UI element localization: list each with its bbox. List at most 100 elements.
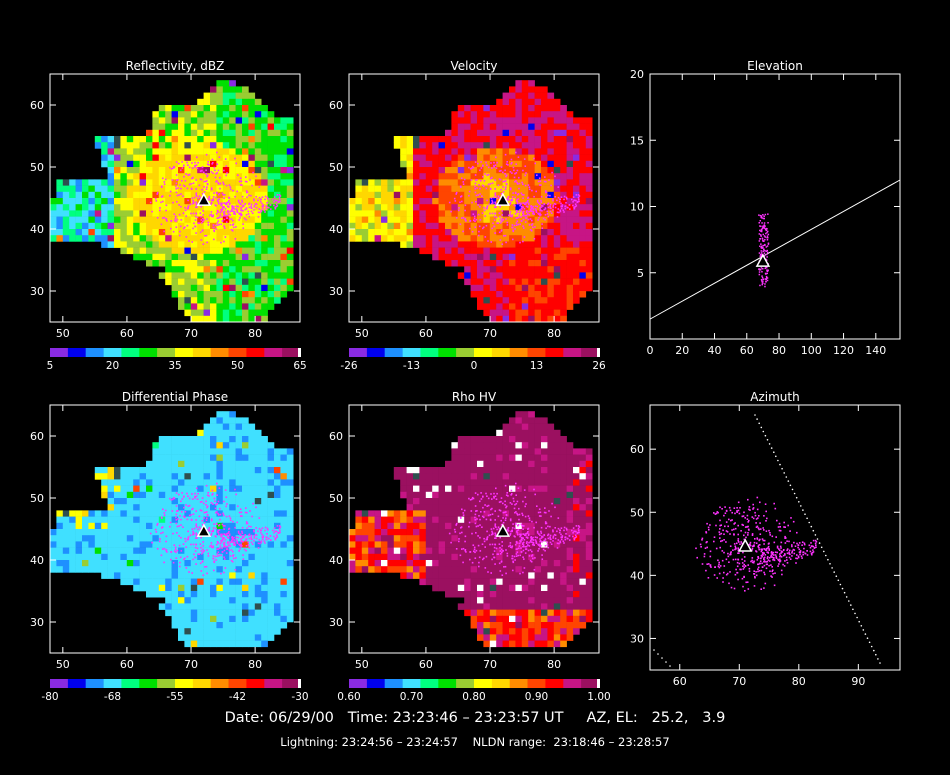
lightning-point xyxy=(180,500,182,503)
heatmap-cell xyxy=(267,597,275,604)
heatmap-cell xyxy=(152,216,160,224)
heatmap-cell xyxy=(425,241,433,248)
heatmap-cell xyxy=(528,142,535,149)
heatmap-cell xyxy=(254,229,262,236)
heatmap-cell xyxy=(152,160,160,168)
lightning-point xyxy=(247,544,250,546)
heatmap-cell xyxy=(521,160,529,168)
heatmap-cell xyxy=(374,216,382,224)
lightning-point xyxy=(764,285,766,288)
heatmap-cell xyxy=(254,185,262,193)
heatmap-cell xyxy=(203,222,211,230)
lightning-point xyxy=(171,510,174,512)
colorbar-swatch xyxy=(50,679,69,688)
heatmap-cell xyxy=(216,566,224,573)
heatmap-cell xyxy=(528,260,535,267)
heatmap-cell xyxy=(579,229,587,236)
heatmap-cell xyxy=(133,241,140,248)
heatmap-cell xyxy=(229,173,236,180)
lightning-point xyxy=(208,495,210,497)
heatmap-cell xyxy=(165,504,172,511)
lightning-point xyxy=(494,232,496,234)
heatmap-cell xyxy=(528,436,535,443)
heatmap-cell xyxy=(464,173,471,180)
heatmap-cell xyxy=(82,210,89,217)
lightning-point xyxy=(545,180,547,183)
heatmap-cell xyxy=(146,467,153,474)
heatmap-cell xyxy=(457,442,465,449)
heatmap-cell xyxy=(280,129,288,137)
heatmap-cell xyxy=(368,216,375,224)
heatmap-cell xyxy=(280,204,288,211)
heatmap-cell xyxy=(528,111,535,118)
lightning-point xyxy=(563,195,566,198)
heatmap-cell xyxy=(248,185,256,193)
heatmap-cell xyxy=(165,272,172,279)
lightning-point xyxy=(228,549,231,552)
heatmap-cell xyxy=(171,167,179,174)
heatmap-cell xyxy=(165,111,172,118)
heatmap-cell xyxy=(235,123,243,131)
heatmap-cell xyxy=(235,504,243,511)
heatmap-cell xyxy=(107,198,115,205)
heatmap-cell xyxy=(101,136,108,143)
heatmap-cell xyxy=(190,498,198,505)
heatmap-cell xyxy=(190,609,198,617)
heatmap-cell xyxy=(216,454,224,462)
heatmap-cell xyxy=(254,253,262,261)
lightning-point xyxy=(491,182,494,184)
heatmap-cell xyxy=(101,142,108,149)
lightning-point xyxy=(276,205,279,207)
heatmap-cell xyxy=(235,266,243,273)
heatmap-cell xyxy=(139,191,147,199)
heatmap-cell xyxy=(541,154,548,162)
heatmap-cell xyxy=(534,448,542,455)
heatmap-cell xyxy=(222,117,230,124)
lightning-point xyxy=(206,174,209,177)
lightning-point xyxy=(207,198,209,200)
heatmap-cell xyxy=(261,198,268,205)
lightning-point xyxy=(539,180,542,183)
heatmap-cell xyxy=(120,473,128,480)
lightning-point xyxy=(195,192,198,194)
heatmap-cell xyxy=(509,297,516,304)
lightning-point xyxy=(764,243,766,246)
heatmap-cell xyxy=(445,136,452,143)
lightning-point xyxy=(766,269,768,271)
lightning-point xyxy=(218,193,220,196)
colorbar-swatch xyxy=(210,348,229,357)
lightning-point xyxy=(532,208,535,210)
lightning-point xyxy=(766,276,768,279)
heatmap-cell xyxy=(534,191,542,199)
heatmap-cell xyxy=(203,241,211,248)
lightning-point xyxy=(276,530,278,533)
heatmap-cell xyxy=(419,154,427,162)
lightning-point xyxy=(215,527,217,530)
lightning-point xyxy=(763,240,765,242)
lightning-point xyxy=(229,541,231,544)
heatmap-cell xyxy=(229,167,236,174)
heatmap-cell xyxy=(216,129,224,137)
heatmap-cell xyxy=(56,516,64,524)
heatmap-cell xyxy=(515,454,523,462)
lightning-point xyxy=(224,539,227,541)
heatmap-cell xyxy=(254,173,262,180)
heatmap-cell xyxy=(210,479,217,486)
heatmap-cell xyxy=(560,179,567,186)
heatmap-cell xyxy=(133,216,140,224)
lightning-point xyxy=(241,526,244,529)
colorbar-swatch xyxy=(349,348,368,357)
lightning-point xyxy=(163,181,166,183)
heatmap-cell xyxy=(165,479,172,486)
lightning-point xyxy=(172,167,174,170)
lightning-point xyxy=(762,250,765,252)
heatmap-cell xyxy=(438,235,446,242)
lightning-point xyxy=(763,226,765,228)
heatmap-cell xyxy=(88,216,96,224)
heatmap-cell xyxy=(133,516,140,524)
heatmap-cell xyxy=(502,278,510,286)
heatmap-cell xyxy=(547,198,555,205)
heatmap-cell xyxy=(242,297,249,304)
heatmap-cell xyxy=(445,247,452,255)
lightning-point xyxy=(505,163,508,165)
